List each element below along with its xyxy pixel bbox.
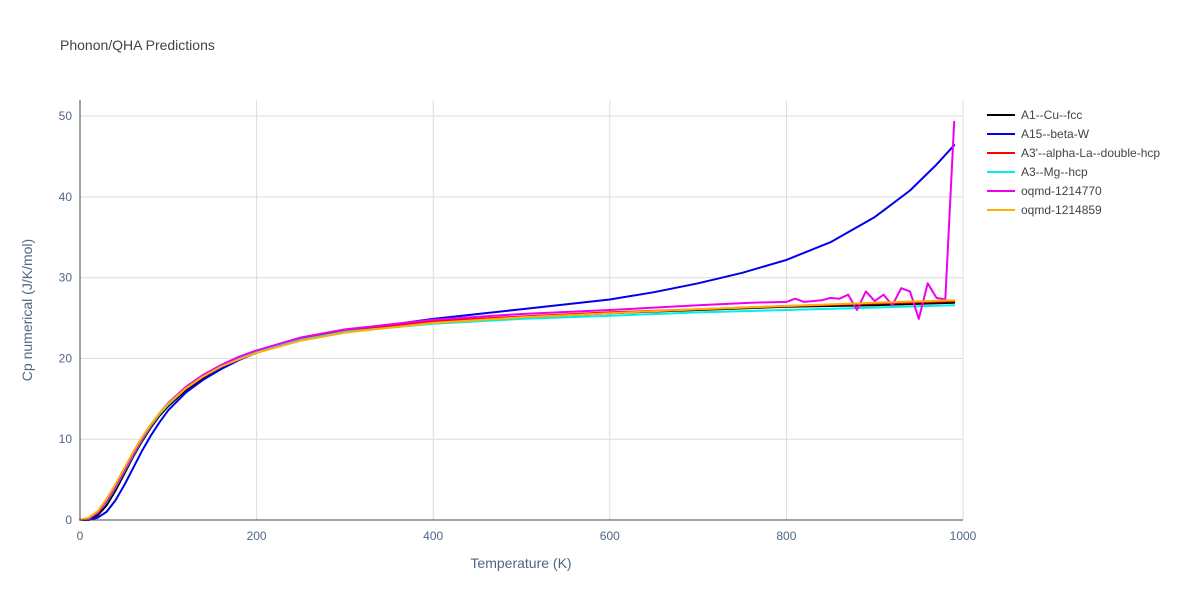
legend-label: A15--beta-W: [1021, 127, 1090, 141]
x-axis-title: Temperature (K): [470, 555, 571, 571]
series-line-0[interactable]: [79, 301, 956, 521]
legend-label: A3'--alpha-La--double-hcp: [1021, 146, 1160, 160]
x-tick-label: 0: [77, 529, 84, 543]
plot-area[interactable]: [79, 120, 956, 521]
series-line-4[interactable]: [79, 120, 956, 521]
y-tick-label: 0: [65, 513, 72, 527]
y-tick-label: 10: [59, 432, 73, 446]
x-tick-label: 200: [247, 529, 267, 543]
y-tick-label: 40: [59, 190, 73, 204]
legend-label: A3--Mg--hcp: [1021, 165, 1088, 179]
legend-item-0[interactable]: A1--Cu--fcc: [987, 108, 1082, 122]
y-tick-label: 30: [59, 271, 73, 285]
axes: 0 200 400 600 800 1000 0 10 20 30 40 50: [59, 100, 977, 543]
series-line-3[interactable]: [79, 304, 956, 521]
legend[interactable]: A1--Cu--fcc A15--beta-W A3'--alpha-La--dou…: [987, 108, 1160, 217]
grid: [80, 100, 964, 520]
y-tick-label: 50: [59, 109, 73, 123]
legend-item-1[interactable]: A15--beta-W: [987, 127, 1090, 141]
series-line-2[interactable]: [79, 300, 956, 521]
legend-item-3[interactable]: A3--Mg--hcp: [987, 165, 1088, 179]
legend-label: oqmd-1214859: [1021, 203, 1102, 217]
y-tick-label: 20: [59, 351, 73, 365]
chart-title: Phonon/QHA Predictions: [60, 37, 215, 53]
x-tick-label: 600: [600, 529, 620, 543]
x-tick-label: 400: [423, 529, 443, 543]
legend-label: A1--Cu--fcc: [1021, 108, 1082, 122]
legend-item-5[interactable]: oqmd-1214859: [987, 203, 1102, 217]
x-tick-label: 1000: [950, 529, 977, 543]
x-tick-label: 800: [776, 529, 796, 543]
legend-label: oqmd-1214770: [1021, 184, 1102, 198]
series-line-5[interactable]: [79, 299, 956, 521]
y-axis-title: Cp numerical (J/K/mol): [19, 239, 35, 381]
series-line-1[interactable]: [79, 144, 956, 521]
legend-item-2[interactable]: A3'--alpha-La--double-hcp: [987, 146, 1160, 160]
legend-item-4[interactable]: oqmd-1214770: [987, 184, 1102, 198]
